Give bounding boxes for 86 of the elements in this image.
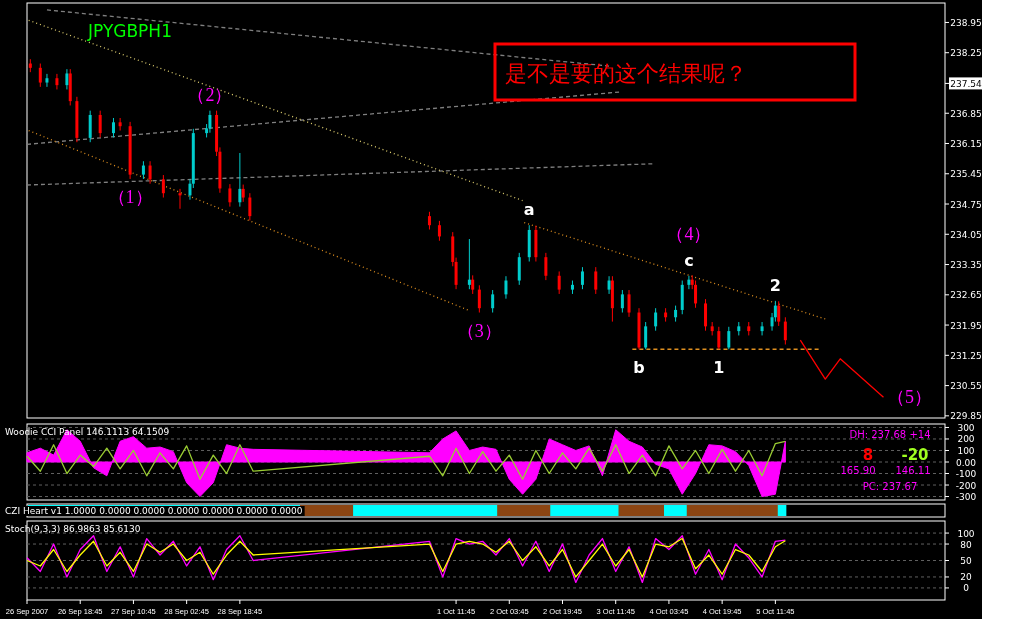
candlestick [208, 110, 212, 134]
line-series [26, 537, 786, 578]
annotation: 165.90 [840, 465, 876, 476]
annotation: 1 [713, 358, 725, 378]
candlestick [544, 252, 548, 281]
chart-title: Stoch(9,3,3) 86.9863 85.6130 [5, 524, 141, 534]
y-tick-label: -200 [955, 480, 977, 491]
y-tick-label: 233.35 [950, 260, 982, 271]
candlestick [178, 188, 182, 210]
y-tick-label: 231.95 [950, 320, 982, 331]
line-series [26, 440, 786, 480]
annotation: c [684, 250, 694, 270]
candlestick [504, 275, 508, 300]
annotation: -20 [901, 446, 929, 464]
candlestick [467, 238, 471, 290]
text: JPYGBPH1 [87, 21, 172, 41]
y-tick-label: 80 [960, 539, 972, 550]
annotation: PC: 237.67 [862, 481, 918, 492]
candlestick [607, 275, 611, 295]
candlestick [580, 266, 584, 290]
annotation: DH: 237.68 +14 [849, 429, 931, 440]
candlestick [437, 220, 441, 242]
candlestick [783, 316, 787, 346]
y-tick-label: 229.85 [950, 411, 982, 422]
annotation: （3） [456, 320, 502, 341]
y-tick-label: 50 [960, 556, 972, 566]
candlestick [161, 174, 165, 199]
y-tick-label: 300 [957, 422, 975, 433]
y-tick-label: -100 [955, 469, 977, 480]
candlestick [491, 289, 495, 314]
y-tick-label: 234.75 [950, 199, 982, 210]
candlestick [777, 300, 781, 327]
candlestick [477, 284, 481, 314]
text: CZI Heart v1 1.0000 0.0000 0.0000 0.0000 0.0000 0.0000 0.0000 [5, 506, 303, 516]
line-series [26, 535, 786, 584]
y-tick-label: 200 [957, 434, 975, 445]
candlestick [654, 307, 658, 332]
annotation: a [523, 200, 535, 220]
y-tick-label: 235.45 [950, 169, 982, 180]
candlestick [228, 183, 232, 208]
annotation: 2 [769, 275, 781, 295]
candlestick [148, 160, 152, 185]
candlestick [248, 192, 252, 221]
y-tick-label: 236.15 [950, 138, 982, 149]
candlestick [717, 326, 721, 350]
annotation: b [633, 358, 645, 378]
annotation: （2） [187, 84, 233, 105]
candlestick [88, 110, 92, 143]
candlestick [111, 117, 115, 138]
candlestick [760, 321, 764, 336]
candlestick [727, 326, 731, 350]
y-tick-label: 238.25 [950, 48, 982, 59]
candlestick [65, 68, 69, 90]
y-tick-label: 231.25 [950, 350, 982, 361]
y-tick-label: 0.00 [955, 457, 977, 468]
annotation: （4） [666, 223, 712, 244]
candlestick [38, 63, 42, 88]
y-tick-label: 0 [963, 583, 970, 594]
y-tick-label: 238.95 [950, 17, 982, 28]
candlestick [98, 110, 102, 138]
candlestick [557, 270, 561, 295]
annotation: 146.11 [895, 465, 931, 476]
annotation: （1） [107, 186, 153, 207]
candlestick [620, 289, 624, 314]
candlestick [704, 298, 708, 332]
y-tick-label: 20 [960, 572, 972, 583]
y-tick-label: 236.85 [950, 108, 982, 119]
y-tick-label: 232.65 [950, 290, 982, 301]
line-series [799, 339, 885, 398]
annotation: 8 [862, 446, 874, 464]
y-tick-label: 237.54 [950, 78, 983, 89]
y-tick-label: 100 [957, 445, 975, 456]
y-tick-label: 230.55 [950, 381, 982, 392]
candlestick [45, 73, 49, 88]
candlestick [55, 73, 59, 90]
y-tick-label: 100 [957, 528, 975, 539]
candlestick [627, 289, 631, 318]
candlestick [471, 274, 475, 295]
candlestick [594, 266, 598, 295]
candlestick [644, 321, 648, 350]
candlestick [517, 252, 521, 286]
y-tick-label: -300 [955, 492, 977, 503]
y-tick-label: 234.05 [950, 229, 982, 240]
annotation: 是不是要的这个结果呢？ [505, 61, 747, 86]
annotation: （5） [886, 387, 932, 408]
candlestick [118, 117, 122, 132]
